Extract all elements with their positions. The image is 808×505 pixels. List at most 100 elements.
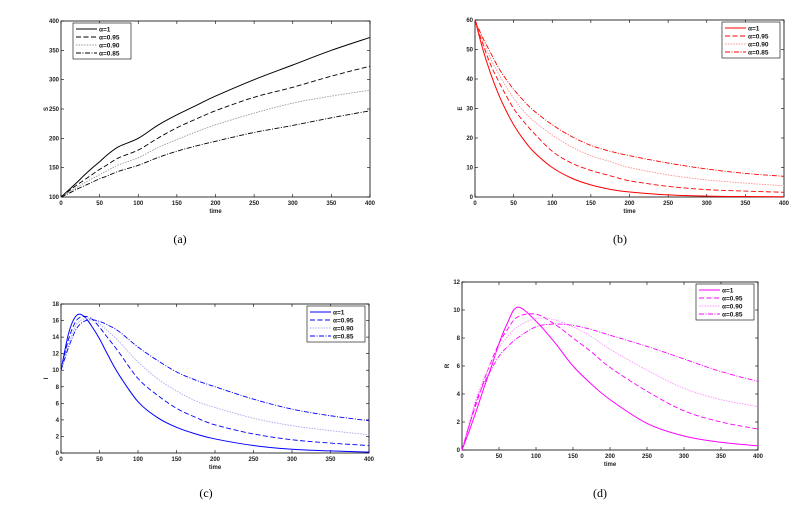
x-tick-label: 400 xyxy=(365,201,376,207)
y-tick-label: 4 xyxy=(56,418,60,424)
series-line-dashed xyxy=(461,313,759,451)
legend-label: α=1 xyxy=(99,26,111,33)
x-tick-label: 150 xyxy=(172,201,183,207)
x-tick-label: 150 xyxy=(568,454,579,460)
legend-label: α=1 xyxy=(333,309,345,316)
y-tick-label: 50 xyxy=(466,48,473,54)
legend-label: α=1 xyxy=(748,25,760,32)
x-tick-label: 250 xyxy=(249,201,260,207)
x-axis-label: time xyxy=(209,209,222,215)
x-tick-label: 400 xyxy=(753,454,764,460)
legend-label: α=0.90 xyxy=(99,42,120,49)
x-tick-label: 50 xyxy=(496,454,503,460)
x-axis-label: time xyxy=(623,209,636,215)
x-tick-label: 0 xyxy=(473,201,477,207)
series-line-dotted xyxy=(60,89,371,198)
legend-label: α=0.85 xyxy=(722,311,743,318)
x-tick-label: 50 xyxy=(96,201,103,207)
y-tick-label: 2 xyxy=(457,420,461,426)
panel-caption: (d) xyxy=(593,486,607,500)
subplot-i: 0 50 100 150 200 250 300 350 400 0 2 4 6 8 10 12 14 16 18 t… xyxy=(44,302,375,500)
x-tick-label: 350 xyxy=(326,201,337,207)
y-tick-label: 10 xyxy=(453,308,460,314)
x-tick-label: 200 xyxy=(210,457,221,463)
y-tick-label: 10 xyxy=(466,166,473,172)
x-tick-label: 50 xyxy=(96,457,103,463)
y-tick-label: 10 xyxy=(52,368,59,374)
y-tick-label: 0 xyxy=(56,451,60,457)
x-tick-label: 300 xyxy=(288,201,299,207)
series-line-dashdot xyxy=(60,110,371,198)
y-tick-label: 18 xyxy=(52,302,59,308)
subplot-s: 0 50 100 150 200 250 300 350 400 100 150 200 250 300 3… xyxy=(44,19,376,246)
y-tick-label: 100 xyxy=(49,195,60,201)
subplot-r: 0 50 100 150 200 250 300 350 400 0 2 4 6 8 10 12 time Rα=… xyxy=(445,280,764,500)
y-axis-label: I xyxy=(44,377,50,379)
legend-label: α=0.85 xyxy=(748,49,769,56)
panel-caption: (a) xyxy=(173,232,186,246)
x-tick-label: 100 xyxy=(133,457,144,463)
legend: α=1α=0.95α=0.90α=0.85 xyxy=(306,305,366,343)
legend-label: α=1 xyxy=(722,287,734,294)
x-tick-label: 200 xyxy=(624,201,635,207)
y-tick-label: 8 xyxy=(56,385,60,391)
legend-label: α=0.85 xyxy=(99,50,120,57)
legend: α=1α=0.95α=0.90α=0.85 xyxy=(695,283,755,321)
y-tick-label: 200 xyxy=(49,136,60,142)
series-line-dashed xyxy=(60,65,371,198)
x-tick-label: 250 xyxy=(663,201,674,207)
x-tick-label: 0 xyxy=(59,201,63,207)
y-tick-label: 12 xyxy=(52,352,59,358)
legend-label: α=0.95 xyxy=(748,33,769,40)
legend-label: α=0.90 xyxy=(722,303,743,310)
x-tick-label: 350 xyxy=(716,454,727,460)
x-tick-label: 50 xyxy=(510,201,517,207)
series-line-solid xyxy=(60,36,371,198)
x-tick-label: 300 xyxy=(287,457,298,463)
y-tick-label: 300 xyxy=(49,78,60,84)
y-tick-label: 12 xyxy=(453,280,460,286)
y-axis-label: S xyxy=(44,107,50,111)
x-tick-label: 350 xyxy=(740,201,751,207)
series-line-dashdot xyxy=(474,19,785,177)
y-tick-label: 40 xyxy=(466,77,473,83)
x-tick-label: 400 xyxy=(364,457,375,463)
legend-label: α=0.95 xyxy=(722,295,743,302)
legend-label: α=0.95 xyxy=(333,317,354,324)
x-tick-label: 250 xyxy=(248,457,259,463)
x-tick-label: 200 xyxy=(605,454,616,460)
series-line-dotted xyxy=(461,317,759,451)
series-line-solid xyxy=(60,313,370,453)
legend: α=1α=0.95α=0.90α=0.85 xyxy=(721,21,781,59)
x-tick-label: 0 xyxy=(460,454,464,460)
y-tick-label: 400 xyxy=(49,19,60,25)
y-tick-label: 150 xyxy=(49,166,60,172)
x-tick-label: 0 xyxy=(59,457,63,463)
x-tick-label: 100 xyxy=(547,201,558,207)
y-tick-label: 350 xyxy=(49,48,60,54)
x-tick-label: 250 xyxy=(642,454,653,460)
y-tick-label: 0 xyxy=(457,448,461,454)
series-line-solid xyxy=(474,19,785,198)
series-line-dashed xyxy=(474,19,785,193)
series-line-dotted xyxy=(60,317,370,436)
y-axis-label: R xyxy=(445,363,451,368)
y-tick-label: 0 xyxy=(470,195,474,201)
panel-caption: (b) xyxy=(613,232,627,246)
x-tick-label: 150 xyxy=(171,457,182,463)
legend: α=1α=0.95α=0.90α=0.85 xyxy=(72,22,132,60)
series-line-dotted xyxy=(474,19,785,187)
y-tick-label: 6 xyxy=(457,364,461,370)
series-line-dashdot xyxy=(461,323,759,451)
x-tick-label: 200 xyxy=(210,201,221,207)
legend-label: α=0.90 xyxy=(748,41,769,48)
y-tick-label: 20 xyxy=(466,136,473,142)
y-tick-label: 60 xyxy=(466,18,473,24)
x-tick-label: 150 xyxy=(586,201,597,207)
panel-caption: (c) xyxy=(199,486,212,500)
y-tick-label: 16 xyxy=(52,319,59,325)
y-tick-label: 4 xyxy=(457,392,461,398)
x-axis-label: time xyxy=(604,462,617,468)
y-tick-label: 6 xyxy=(56,401,60,407)
